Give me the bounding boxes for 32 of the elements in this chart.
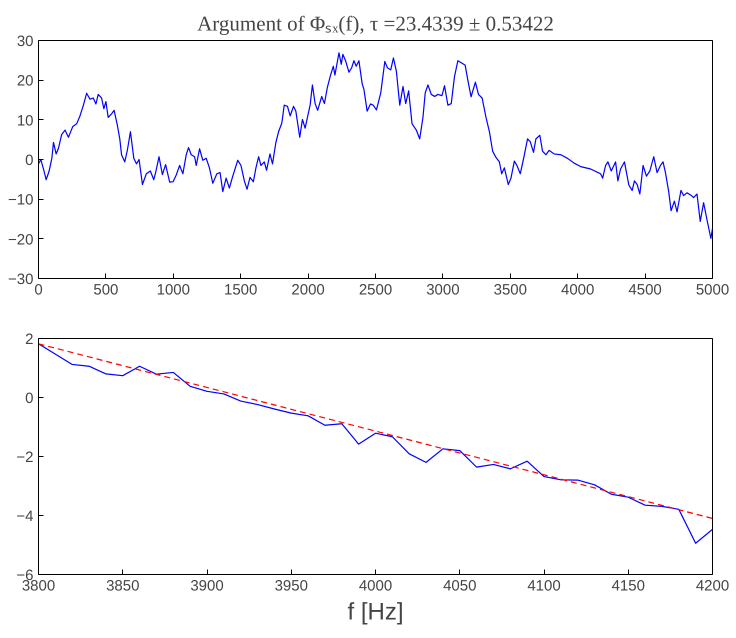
x-tick-label: 4000	[358, 578, 392, 594]
x-tick-label: 4150	[612, 578, 645, 594]
y-tick-label: −20	[8, 231, 34, 248]
chart-title: Argument of Φₛₓ(f), τ =23.4339 ± 0.53422	[197, 12, 554, 36]
x-tick-label: 4100	[527, 578, 561, 594]
y-tick-label: 30	[16, 33, 34, 50]
x-tick-label: 4050	[443, 578, 476, 594]
y-tick-label: −10	[8, 192, 34, 209]
x-tick-label: 500	[93, 282, 118, 298]
x-tick-label: 4200	[696, 578, 730, 594]
y-tick-label: −30	[8, 271, 34, 288]
y-tick-label: −4	[16, 508, 34, 525]
y-tick-label: 0	[25, 152, 34, 169]
x-axis-title: f [Hz]	[348, 598, 404, 626]
x-tick-label: 3900	[190, 578, 224, 594]
x-tick-label: 2500	[358, 282, 392, 298]
y-tick-label: 0	[25, 390, 34, 407]
x-tick-label: 3000	[426, 282, 460, 298]
x-tick-label: 3950	[274, 578, 308, 594]
x-tick-label: 3500	[494, 282, 527, 298]
x-tick-label: 1000	[156, 282, 190, 298]
line-series	[38, 52, 712, 240]
x-tick-label: 3850	[106, 578, 140, 594]
x-tick-label: 2000	[291, 282, 325, 298]
y-tick-label: 2	[25, 331, 34, 348]
x-tick-label: 4500	[628, 282, 662, 298]
y-tick-label: 20	[16, 72, 34, 90]
x-tick-label: 5000	[696, 282, 730, 298]
x-tick-label: 4000	[561, 282, 594, 298]
y-tick-label: 10	[16, 112, 34, 130]
x-tick-label: 1500	[224, 282, 258, 298]
y-tick-label: −2	[16, 449, 34, 466]
